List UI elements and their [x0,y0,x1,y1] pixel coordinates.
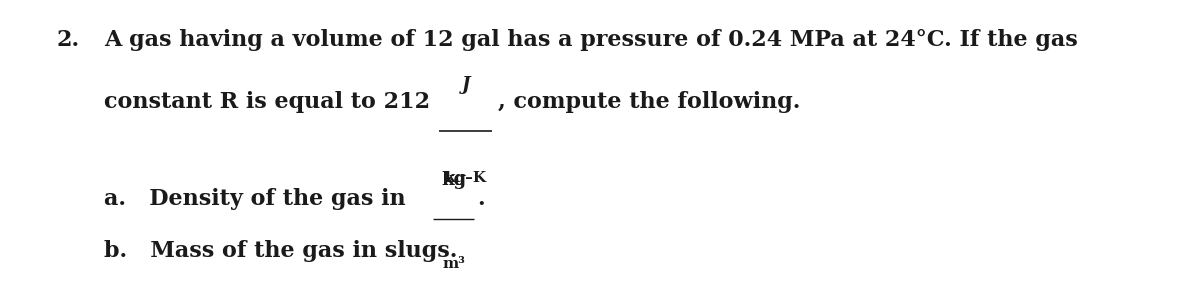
Text: a.   Density of the gas in: a. Density of the gas in [104,188,414,210]
Text: .: . [478,188,485,210]
Text: kg: kg [442,171,466,189]
Text: m³: m³ [442,256,466,270]
Text: kg–K: kg–K [444,171,487,185]
Text: 2.: 2. [56,28,79,50]
Text: , compute the following.: , compute the following. [498,91,800,113]
Text: J: J [461,76,470,94]
Text: b.   Mass of the gas in slugs.: b. Mass of the gas in slugs. [104,239,457,262]
Text: constant R is equal to 212: constant R is equal to 212 [104,91,438,113]
Text: A gas having a volume of 12 gal has a pressure of 0.24 MPa at 24°C. If the gas: A gas having a volume of 12 gal has a pr… [104,28,1078,50]
